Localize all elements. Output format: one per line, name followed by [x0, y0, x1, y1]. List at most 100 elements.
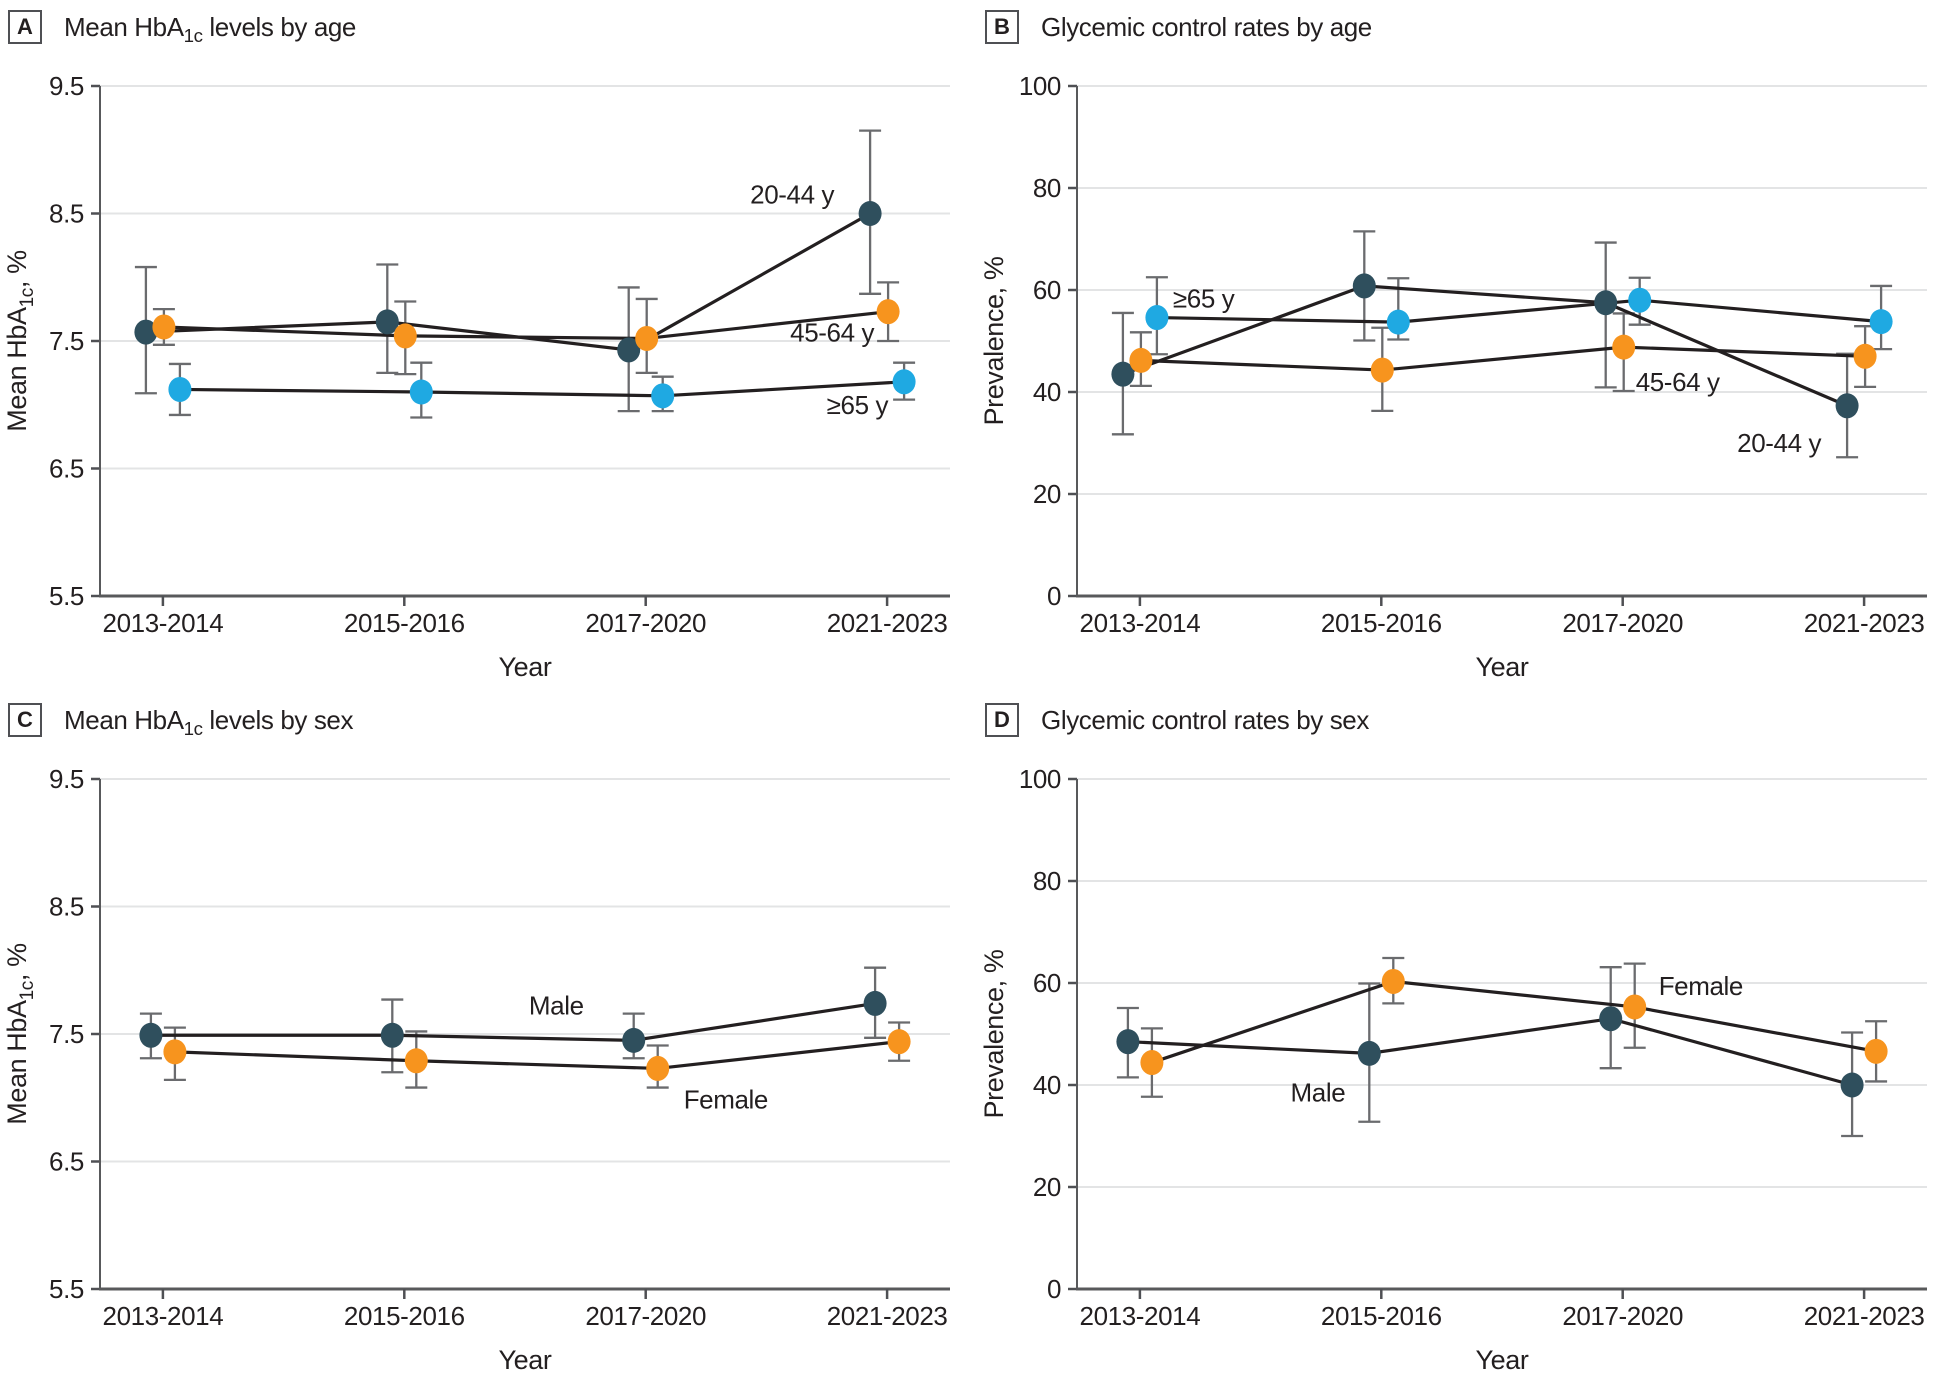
- y-axis-title: Prevalence, %: [979, 949, 1009, 1118]
- data-point-marker: [1386, 309, 1410, 335]
- y-tick-label: 60: [1033, 275, 1061, 305]
- data-point-marker: [375, 309, 399, 335]
- data-point-marker: [1853, 343, 1877, 369]
- y-tick-label: 20: [1033, 1172, 1061, 1202]
- x-tick-label: 2013-2014: [1080, 1301, 1201, 1331]
- y-tick-label: 5.5: [49, 1274, 84, 1304]
- panel-d-chart: 100 80 60 40 20 0 2013-2014 2015-2016 2017-2020 2…: [979, 764, 1927, 1375]
- data-point-marker: [1140, 1050, 1164, 1076]
- data-point-marker: [887, 1029, 911, 1055]
- series-line: [174, 1040, 900, 1071]
- panel-d: D Glycemic control rates by sex 100 80 60 4…: [977, 693, 1953, 1386]
- panel-c-letter-box: C: [8, 703, 42, 737]
- y-tick-label: 6.5: [49, 454, 84, 484]
- data-point-marker: [1623, 994, 1647, 1020]
- x-tick-label: 2021-2023: [1804, 1301, 1925, 1331]
- y-tick-label: 8.5: [49, 199, 84, 229]
- panel-a-header: A Mean HbA1c levels by age: [8, 8, 356, 46]
- data-point-marker: [1352, 273, 1376, 299]
- x-tick-label: 2017-2020: [585, 1301, 706, 1331]
- data-point-marker: [892, 369, 916, 395]
- x-axis-title: Year: [499, 652, 552, 682]
- x-axis-title: Year: [499, 1345, 552, 1375]
- data-point-marker: [863, 990, 887, 1016]
- series-label: Female: [1659, 971, 1743, 1001]
- series-label: 45-64 y: [790, 318, 874, 348]
- data-point-marker: [617, 337, 641, 363]
- panel-c-chart: 9.5 8.5 7.5 6.5 5.5 2013-2014 2015-2016 2017-20…: [2, 764, 950, 1375]
- data-point-marker: [152, 314, 176, 340]
- y-axis-title: Prevalence, %: [979, 256, 1009, 425]
- y-axis-title: Mean HbA1c, %: [2, 250, 38, 432]
- y-tick-label: 40: [1033, 1070, 1061, 1100]
- panel-a-title: Mean HbA1c levels by age: [64, 11, 356, 46]
- data-point-marker: [1840, 1072, 1864, 1098]
- data-point-marker: [163, 1039, 187, 1065]
- data-point-marker: [651, 383, 675, 409]
- data-point-marker: [1111, 361, 1135, 387]
- data-point-marker: [139, 1022, 163, 1048]
- data-point-marker: [858, 201, 882, 226]
- x-tick-label: 2015-2016: [344, 608, 465, 638]
- panel-a-letter-box: A: [8, 10, 42, 44]
- data-point-marker: [134, 319, 158, 345]
- y-tick-label: 8.5: [49, 892, 84, 922]
- series-label: ≥65 y: [1173, 284, 1235, 314]
- x-tick-label: 2013-2014: [103, 1301, 224, 1331]
- y-tick-label: 9.5: [49, 71, 84, 101]
- data-point-marker: [622, 1027, 646, 1053]
- series-line: [150, 1001, 876, 1042]
- series-label: Male: [529, 990, 584, 1020]
- panel-b-chart: 100 80 60 40 20 0 2013-2014 2015-2016 2017-2020 2…: [979, 71, 1927, 682]
- data-point-marker: [1381, 968, 1405, 994]
- y-tick-label: 100: [1019, 71, 1061, 101]
- panel-c: C Mean HbA1c levels by sex 9.5 8.5 7.5 6.5 5…: [0, 693, 976, 1386]
- panel-b: B Glycemic control rates by age 100 80 60 4…: [977, 0, 1953, 693]
- data-point-marker: [646, 1055, 670, 1081]
- series-line: [163, 310, 889, 341]
- data-point-marker: [1370, 357, 1394, 383]
- x-tick-label: 2017-2020: [1562, 1301, 1683, 1331]
- data-point-marker: [380, 1022, 404, 1048]
- y-tick-label: 80: [1033, 866, 1061, 896]
- data-point-marker: [1628, 287, 1652, 313]
- panel-d-header: D Glycemic control rates by sex: [985, 701, 1369, 739]
- series-line: [1122, 284, 1848, 408]
- x-tick-label: 2015-2016: [1321, 608, 1442, 638]
- panel-b-title: Glycemic control rates by age: [1041, 11, 1372, 42]
- data-point-marker: [1129, 347, 1153, 373]
- data-point-marker: [1612, 334, 1636, 360]
- y-tick-label: 40: [1033, 377, 1061, 407]
- panel-c-header: C Mean HbA1c levels by sex: [8, 701, 353, 739]
- series-label: Male: [1291, 1077, 1346, 1107]
- y-tick-label: 0: [1047, 581, 1061, 611]
- y-tick-label: 7.5: [49, 326, 84, 356]
- y-tick-label: 100: [1019, 764, 1061, 794]
- data-point-marker: [876, 299, 900, 325]
- y-tick-label: 80: [1033, 173, 1061, 203]
- data-point-marker: [1869, 309, 1893, 335]
- data-point-marker: [1599, 1006, 1623, 1032]
- x-tick-label: 2013-2014: [1080, 608, 1201, 638]
- panel-d-letter-box: D: [985, 703, 1019, 737]
- series-label: 20-44 y: [750, 180, 834, 210]
- data-point-marker: [635, 325, 659, 351]
- y-tick-label: 60: [1033, 968, 1061, 998]
- x-axis-title: Year: [1476, 652, 1529, 682]
- x-tick-label: 2021-2023: [827, 608, 948, 638]
- panel-a-chart: 9.5 8.5 7.5 6.5 5.5 2013-2014 2015-2016 2017-20…: [2, 71, 950, 682]
- x-tick-label: 2021-2023: [1804, 608, 1925, 638]
- x-tick-label: 2015-2016: [344, 1301, 465, 1331]
- series-label: ≥65 y: [827, 390, 889, 420]
- series-line: [1140, 345, 1866, 372]
- y-tick-label: 20: [1033, 479, 1061, 509]
- x-tick-label: 2017-2020: [1562, 608, 1683, 638]
- panel-b-header: B Glycemic control rates by age: [985, 8, 1372, 46]
- y-axis-title: Mean HbA1c, %: [2, 943, 38, 1125]
- data-point-marker: [1357, 1040, 1381, 1066]
- panel-b-letter-box: B: [985, 10, 1019, 44]
- series-label: Female: [684, 1084, 768, 1114]
- y-tick-label: 5.5: [49, 581, 84, 611]
- y-tick-label: 6.5: [49, 1147, 84, 1177]
